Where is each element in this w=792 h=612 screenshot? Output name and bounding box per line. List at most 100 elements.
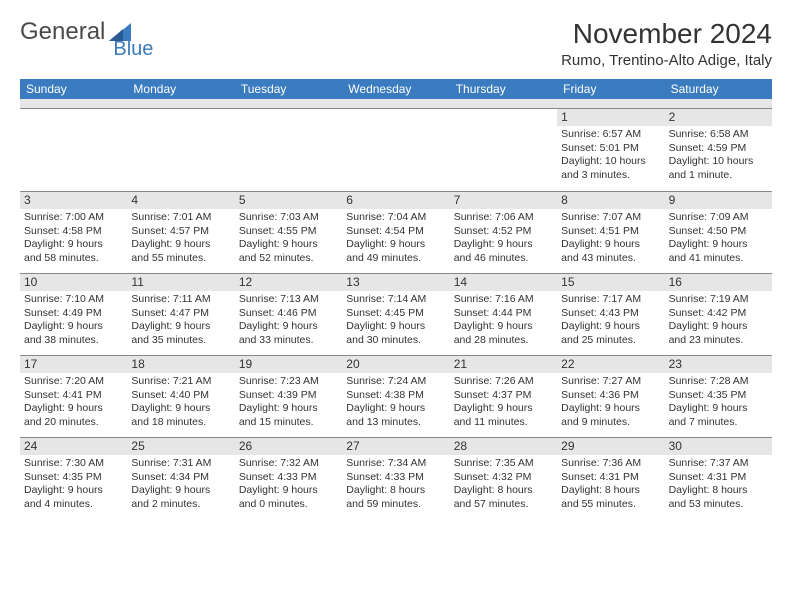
daylight-text: Daylight: 8 hours <box>561 484 660 497</box>
sunrise-text: Sunrise: 7:07 AM <box>561 211 660 224</box>
daylight-text: Daylight: 9 hours <box>669 320 768 333</box>
sunrise-text: Sunrise: 6:58 AM <box>669 128 768 141</box>
daylight-text: and 25 minutes. <box>561 334 660 347</box>
daylight-text: Daylight: 9 hours <box>669 238 768 251</box>
sunrise-text: Sunrise: 7:32 AM <box>239 457 338 470</box>
sunset-text: Sunset: 4:43 PM <box>561 307 660 320</box>
day-cell: 22Sunrise: 7:27 AMSunset: 4:36 PMDayligh… <box>557 355 664 437</box>
sunset-text: Sunset: 4:34 PM <box>131 471 230 484</box>
daylight-text: Daylight: 10 hours <box>669 155 768 168</box>
day-cell: 21Sunrise: 7:26 AMSunset: 4:37 PMDayligh… <box>450 355 557 437</box>
day-number: 12 <box>235 274 342 291</box>
daylight-text: Daylight: 8 hours <box>669 484 768 497</box>
sunrise-text: Sunrise: 7:34 AM <box>346 457 445 470</box>
logo-text-general: General <box>20 18 105 46</box>
day-cell: 28Sunrise: 7:35 AMSunset: 4:32 PMDayligh… <box>450 437 557 519</box>
daylight-text: Daylight: 9 hours <box>131 484 230 497</box>
daylight-text: Daylight: 9 hours <box>561 402 660 415</box>
day-number: 28 <box>450 438 557 455</box>
day-number: 22 <box>557 356 664 373</box>
day-cell: 15Sunrise: 7:17 AMSunset: 4:43 PMDayligh… <box>557 273 664 355</box>
sunrise-text: Sunrise: 7:30 AM <box>24 457 123 470</box>
sunrise-text: Sunrise: 7:21 AM <box>131 375 230 388</box>
sunset-text: Sunset: 5:01 PM <box>561 142 660 155</box>
day-number: 9 <box>665 192 772 209</box>
sunrise-text: Sunrise: 6:57 AM <box>561 128 660 141</box>
header-spacer <box>20 99 772 109</box>
day-number: 13 <box>342 274 449 291</box>
day-cell: 2Sunrise: 6:58 AMSunset: 4:59 PMDaylight… <box>665 109 772 191</box>
sunrise-text: Sunrise: 7:20 AM <box>24 375 123 388</box>
sunset-text: Sunset: 4:42 PM <box>669 307 768 320</box>
daylight-text: and 59 minutes. <box>346 498 445 511</box>
weekday-monday: Monday <box>127 79 234 99</box>
daylight-text: and 13 minutes. <box>346 416 445 429</box>
day-cell: 13Sunrise: 7:14 AMSunset: 4:45 PMDayligh… <box>342 273 449 355</box>
sunset-text: Sunset: 4:36 PM <box>561 389 660 402</box>
daylight-text: Daylight: 9 hours <box>239 402 338 415</box>
day-cell <box>342 109 449 191</box>
day-number: 26 <box>235 438 342 455</box>
daylight-text: Daylight: 9 hours <box>131 238 230 251</box>
daylight-text: and 55 minutes. <box>131 252 230 265</box>
sunset-text: Sunset: 4:38 PM <box>346 389 445 402</box>
sunset-text: Sunset: 4:39 PM <box>239 389 338 402</box>
day-cell: 1Sunrise: 6:57 AMSunset: 5:01 PMDaylight… <box>557 109 664 191</box>
daylight-text: and 18 minutes. <box>131 416 230 429</box>
day-number: 11 <box>127 274 234 291</box>
sunrise-text: Sunrise: 7:24 AM <box>346 375 445 388</box>
day-number: 17 <box>20 356 127 373</box>
day-cell: 27Sunrise: 7:34 AMSunset: 4:33 PMDayligh… <box>342 437 449 519</box>
sunrise-text: Sunrise: 7:23 AM <box>239 375 338 388</box>
daylight-text: Daylight: 9 hours <box>346 402 445 415</box>
daylight-text: Daylight: 9 hours <box>24 320 123 333</box>
sunset-text: Sunset: 4:58 PM <box>24 225 123 238</box>
daylight-text: and 53 minutes. <box>669 498 768 511</box>
sunrise-text: Sunrise: 7:10 AM <box>24 293 123 306</box>
daylight-text: Daylight: 9 hours <box>454 238 553 251</box>
daylight-text: Daylight: 9 hours <box>454 320 553 333</box>
daylight-text: Daylight: 9 hours <box>24 484 123 497</box>
day-number: 6 <box>342 192 449 209</box>
sunset-text: Sunset: 4:35 PM <box>669 389 768 402</box>
daylight-text: Daylight: 9 hours <box>239 484 338 497</box>
weekday-saturday: Saturday <box>665 79 772 99</box>
daylight-text: and 49 minutes. <box>346 252 445 265</box>
sunrise-text: Sunrise: 7:31 AM <box>131 457 230 470</box>
sunset-text: Sunset: 4:59 PM <box>669 142 768 155</box>
day-number: 7 <box>450 192 557 209</box>
sunset-text: Sunset: 4:47 PM <box>131 307 230 320</box>
sunrise-text: Sunrise: 7:26 AM <box>454 375 553 388</box>
sunset-text: Sunset: 4:40 PM <box>131 389 230 402</box>
daylight-text: and 9 minutes. <box>561 416 660 429</box>
weekday-sunday: Sunday <box>20 79 127 99</box>
sunset-text: Sunset: 4:35 PM <box>24 471 123 484</box>
weekday-friday: Friday <box>557 79 664 99</box>
sunrise-text: Sunrise: 7:35 AM <box>454 457 553 470</box>
sunrise-text: Sunrise: 7:37 AM <box>669 457 768 470</box>
sunset-text: Sunset: 4:45 PM <box>346 307 445 320</box>
daylight-text: and 2 minutes. <box>131 498 230 511</box>
daylight-text: and 7 minutes. <box>669 416 768 429</box>
day-cell: 18Sunrise: 7:21 AMSunset: 4:40 PMDayligh… <box>127 355 234 437</box>
sunrise-text: Sunrise: 7:00 AM <box>24 211 123 224</box>
daylight-text: Daylight: 9 hours <box>346 238 445 251</box>
daylight-text: and 52 minutes. <box>239 252 338 265</box>
day-number: 8 <box>557 192 664 209</box>
day-number: 30 <box>665 438 772 455</box>
sunrise-text: Sunrise: 7:16 AM <box>454 293 553 306</box>
daylight-text: and 0 minutes. <box>239 498 338 511</box>
day-cell: 16Sunrise: 7:19 AMSunset: 4:42 PMDayligh… <box>665 273 772 355</box>
day-cell: 29Sunrise: 7:36 AMSunset: 4:31 PMDayligh… <box>557 437 664 519</box>
calendar-grid: 1Sunrise: 6:57 AMSunset: 5:01 PMDaylight… <box>20 109 772 519</box>
sunrise-text: Sunrise: 7:06 AM <box>454 211 553 224</box>
day-cell: 30Sunrise: 7:37 AMSunset: 4:31 PMDayligh… <box>665 437 772 519</box>
sunrise-text: Sunrise: 7:09 AM <box>669 211 768 224</box>
day-cell: 23Sunrise: 7:28 AMSunset: 4:35 PMDayligh… <box>665 355 772 437</box>
daylight-text: and 1 minute. <box>669 169 768 182</box>
daylight-text: Daylight: 9 hours <box>669 402 768 415</box>
sunset-text: Sunset: 4:44 PM <box>454 307 553 320</box>
daylight-text: Daylight: 9 hours <box>24 402 123 415</box>
daylight-text: Daylight: 9 hours <box>561 238 660 251</box>
day-cell: 6Sunrise: 7:04 AMSunset: 4:54 PMDaylight… <box>342 191 449 273</box>
